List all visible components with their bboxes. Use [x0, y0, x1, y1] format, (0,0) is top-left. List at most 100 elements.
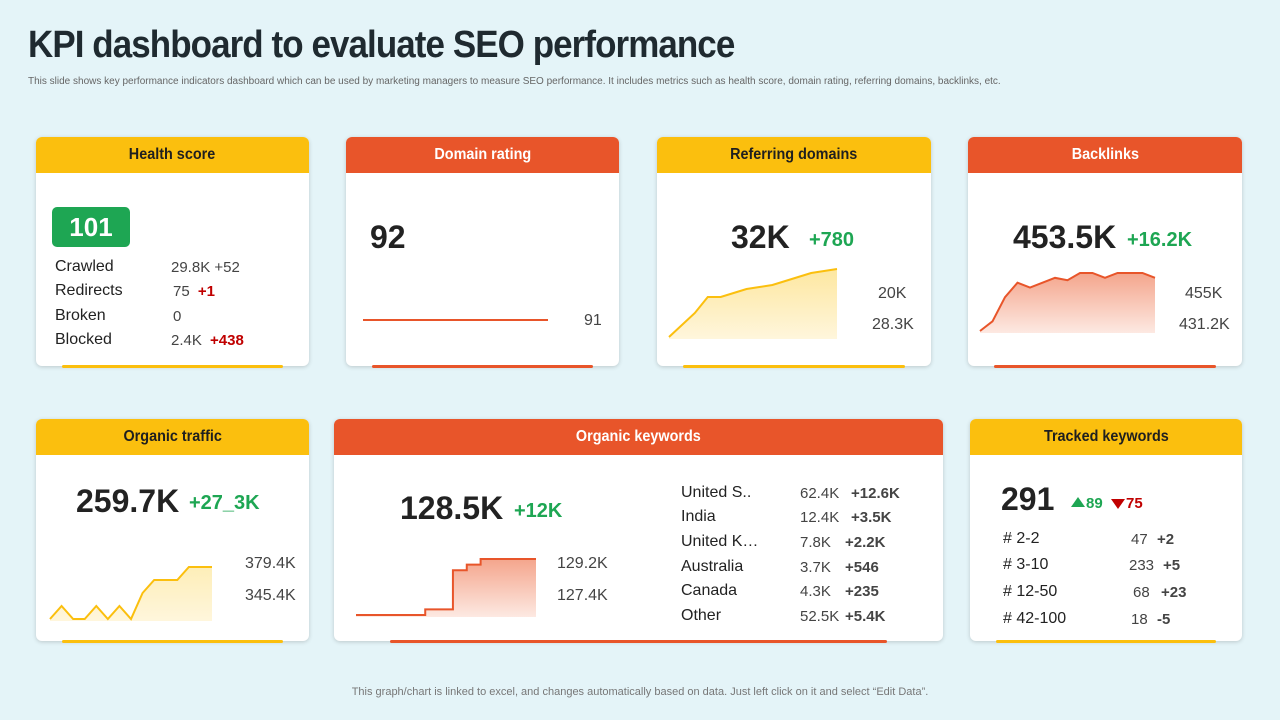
organic-traffic-header: Organic traffic: [36, 419, 309, 455]
page-subtitle: This slide shows key performance indicat…: [28, 76, 1001, 87]
tracked-keywords-title: Tracked keywords: [1043, 428, 1169, 445]
organic-keywords-chart-area: [356, 559, 536, 617]
health-row-value: 0: [173, 308, 181, 325]
health-row-delta: +438: [210, 332, 244, 349]
health-score-header: Health score: [36, 137, 309, 173]
organic-keywords-min: 127.4K: [557, 587, 608, 604]
country-value: 4.3K: [800, 583, 831, 600]
referring-domains-underline: [683, 365, 905, 368]
organic-keywords-chart: [356, 558, 536, 617]
tracked-row-label: # 2-2: [1003, 530, 1040, 547]
organic-keywords-chart-line: [356, 558, 536, 616]
country-value: 62.4K: [800, 485, 840, 502]
organic-traffic-title: Organic traffic: [123, 428, 222, 445]
country-delta: +2.2K: [845, 534, 886, 551]
country-name: Canada: [681, 582, 738, 599]
country-delta: +235: [845, 583, 879, 600]
domain-rating-value: 92: [370, 219, 406, 255]
tracked-row-delta: -5: [1157, 611, 1171, 628]
tracked-keywords-header: Tracked keywords: [970, 419, 1242, 455]
health-row-value: 75 +1: [173, 283, 215, 300]
backlinks-delta: +16.2K: [1127, 229, 1193, 251]
organic-traffic-card[interactable]: Organic traffic 259.7K +27_3K 379.4K 345…: [36, 419, 309, 643]
country-delta: +5.4K: [845, 608, 886, 625]
domain-rating-title: Domain rating: [434, 146, 531, 163]
tracked-row-value: 47: [1131, 531, 1148, 548]
domain-rating-header: Domain rating: [346, 137, 619, 173]
domain-rating-card[interactable]: Domain rating 92 91: [346, 137, 619, 368]
tracked-keywords-card[interactable]: Tracked keywords 291 89 75 # 2-2 47 +2 # 3-…: [970, 419, 1242, 643]
health-row-value: 2.4K +438: [171, 332, 244, 349]
organic-traffic-delta: +27_3K: [189, 492, 260, 514]
health-row-label: Broken: [55, 307, 106, 324]
backlinks-max: 455K: [1185, 285, 1223, 302]
backlinks-card[interactable]: Backlinks 453.5K +16.2K 455K 431.2K: [968, 137, 1242, 368]
organic-keywords-value: 128.5K: [400, 490, 504, 526]
health-score-underline: [62, 365, 283, 368]
tracked-row-label: # 3-10: [1003, 556, 1049, 573]
organic-traffic-chart: [49, 566, 212, 621]
backlinks-title: Backlinks: [1071, 146, 1139, 163]
domain-rating-line-label: 91: [584, 312, 602, 329]
organic-traffic-chart-line: [49, 566, 212, 621]
referring-domains-min: 28.3K: [872, 316, 914, 333]
country-value: 7.8K: [800, 534, 831, 551]
tracked-row-value: 233: [1129, 557, 1155, 574]
tracked-keywords-up-icon: [1071, 497, 1085, 507]
organic-traffic-value: 259.7K: [76, 483, 180, 519]
referring-domains-title: Referring domains: [730, 146, 858, 163]
backlinks-underline: [994, 365, 1216, 368]
tracked-row-value: 18: [1131, 611, 1148, 628]
health-row-number: 0: [173, 308, 182, 325]
referring-domains-chart: [668, 268, 838, 339]
organic-traffic-min: 345.4K: [245, 587, 296, 604]
health-row-label: Redirects: [55, 282, 123, 299]
referring-domains-chart-line: [668, 268, 838, 338]
tracked-keywords-down-icon: [1111, 499, 1125, 509]
organic-keywords-underline: [390, 640, 887, 643]
backlinks-chart-line: [979, 272, 1156, 332]
referring-domains-header: Referring domains: [657, 137, 931, 173]
tracked-row-delta: +5: [1163, 557, 1181, 574]
referring-domains-chart-area: [669, 269, 837, 339]
backlinks-chart-area: [980, 273, 1155, 333]
organic-keywords-card[interactable]: Organic keywords 128.5K +12K 129.2K 127.…: [334, 419, 943, 643]
health-row-value: 29.8K +52: [171, 259, 240, 276]
health-row-delta: +1: [197, 283, 215, 300]
tracked-row-delta: +2: [1157, 531, 1175, 548]
tracked-keywords-up: 89: [1086, 495, 1103, 512]
country-value: 52.5K: [800, 608, 840, 625]
health-row-number: 2.4K: [171, 332, 202, 349]
country-delta: +12.6K: [851, 485, 900, 502]
country-value: 3.7K: [800, 559, 831, 576]
tracked-keywords-down: 75: [1126, 495, 1143, 512]
country-name: Australia: [681, 558, 744, 575]
health-score-card[interactable]: Health score 101 Crawled 29.8K +52 Redirec…: [36, 137, 309, 368]
page-title: KPI dashboard to evaluate SEO performanc…: [28, 24, 735, 66]
organic-traffic-max: 379.4K: [245, 555, 296, 572]
organic-traffic-chart-area: [50, 567, 212, 621]
health-row-delta: +52: [214, 259, 240, 276]
referring-domains-delta: +780: [809, 229, 855, 251]
country-name: United S..: [681, 484, 752, 501]
page-footer: This graph/chart is linked to excel, and…: [351, 686, 929, 698]
referring-domains-max: 20K: [878, 285, 907, 302]
health-row-number: 75: [173, 283, 190, 300]
country-value: 12.4K: [800, 509, 840, 526]
health-row-label: Blocked: [55, 331, 112, 348]
referring-domains-value: 32K: [731, 219, 790, 255]
domain-rating-chart: [363, 319, 548, 321]
health-score-title: Health score: [129, 146, 216, 163]
organic-keywords-delta: +12K: [514, 500, 563, 522]
domain-rating-underline: [372, 365, 593, 368]
health-row-number: 29.8K: [171, 259, 211, 276]
country-name: Other: [681, 607, 722, 624]
backlinks-value: 453.5K: [1013, 219, 1117, 255]
referring-domains-card[interactable]: Referring domains 32K +780 20K 28.3K: [657, 137, 931, 368]
country-name: India: [681, 508, 716, 525]
health-row-label: Crawled: [55, 258, 114, 275]
country-name: United K…: [681, 533, 759, 550]
organic-keywords-max: 129.2K: [557, 555, 608, 572]
tracked-row-label: # 42-100: [1003, 610, 1067, 627]
tracked-row-label: # 12-50: [1003, 583, 1058, 600]
